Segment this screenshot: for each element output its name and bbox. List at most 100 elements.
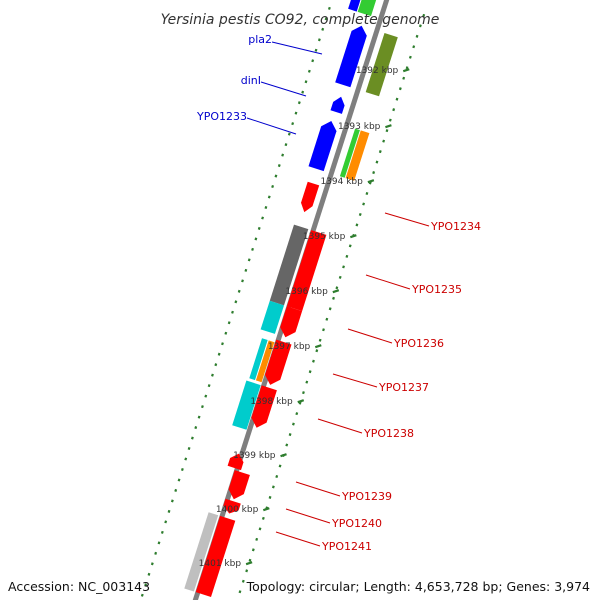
leader-line: [271, 41, 323, 55]
outer-tick-dot: [174, 488, 178, 492]
inner-tick-dot: [348, 244, 352, 248]
outer-tick-dot: [244, 268, 248, 272]
major-tick: [367, 179, 375, 184]
inner-tick-dot: [238, 590, 242, 594]
inner-tick-dot: [372, 171, 376, 175]
inner-tick-dot: [408, 55, 412, 59]
gene-label: YPO1235: [411, 283, 462, 296]
outer-tick-dot: [281, 153, 285, 157]
outer-tick-dot: [227, 321, 231, 325]
outer-tick-dot: [207, 384, 211, 388]
gene-feature: [339, 128, 360, 178]
outer-tick-dot: [140, 593, 144, 597]
gene-feature: [335, 25, 367, 88]
outer-tick-dot: [167, 509, 171, 513]
inner-tick-dot: [332, 296, 335, 300]
inner-tick-dot: [362, 202, 366, 206]
leader-line: [332, 373, 378, 388]
inner-tick-dot: [261, 516, 265, 520]
inner-tick-dot: [418, 24, 422, 28]
gene-label: YPO1234: [430, 220, 481, 233]
gene-feature: [330, 96, 345, 114]
outer-tick-dot: [190, 436, 194, 440]
outer-tick-dot: [254, 237, 258, 241]
outer-tick-dot: [180, 467, 184, 472]
gene-label: YPO1238: [363, 427, 414, 440]
inner-tick-dot: [355, 223, 359, 227]
outer-tick-dot: [237, 289, 241, 293]
inner-tick-dot: [288, 433, 292, 437]
gene-feature: [251, 385, 277, 428]
outer-tick-dot: [271, 184, 275, 189]
inner-tick-dot: [375, 160, 379, 164]
gene-feature: [348, 0, 361, 12]
tick-label: 1393 kbp: [338, 122, 381, 132]
gene-feature: [280, 306, 303, 338]
inner-tick-dot: [402, 76, 406, 80]
major-tick: [314, 344, 322, 349]
inner-tick-dot: [415, 34, 419, 38]
inner-tick-dot: [248, 558, 252, 562]
leader-line: [347, 328, 393, 344]
outer-tick-dot: [327, 6, 331, 10]
major-tick: [262, 507, 270, 512]
outer-tick-dot: [147, 572, 151, 576]
outer-tick-dot: [251, 247, 254, 251]
outer-tick-dot: [241, 279, 244, 283]
outer-tick-dot: [224, 331, 228, 335]
inner-tick-dots: [238, 13, 426, 594]
topology-text: Topology: circular; Length: 4,653,728 bp…: [246, 579, 590, 594]
gene-feature: [308, 121, 337, 172]
major-tick: [349, 234, 357, 239]
outer-tick-dot: [264, 205, 268, 210]
gene-feature: [255, 340, 275, 383]
gene-feature: [232, 380, 261, 430]
gene-label: YPO1233: [196, 110, 247, 123]
outer-tick-dot: [304, 80, 308, 84]
major-tick: [280, 453, 287, 458]
gene-feature: [357, 0, 377, 17]
tick-label: 1395 kbp: [303, 232, 346, 242]
outer-tick-dot: [221, 342, 224, 346]
inner-tick-dot: [318, 338, 322, 342]
gene-feature: [345, 130, 370, 181]
outer-tick-dot: [231, 310, 234, 314]
outer-tick-dot: [217, 352, 221, 356]
inner-tick-dot: [241, 579, 245, 583]
tick-label: 1401 kbp: [199, 559, 242, 569]
inner-tick-dot: [422, 13, 426, 17]
outer-tick-dot: [154, 551, 158, 555]
gene-label: YPO1241: [321, 540, 372, 553]
inner-tick-dot: [278, 464, 282, 468]
gene-label: YPO1236: [393, 337, 444, 350]
inner-tick-dot: [365, 191, 369, 196]
inner-tick-dot: [358, 212, 362, 216]
leader-line: [260, 81, 307, 97]
inner-tick-dot: [258, 527, 262, 531]
outer-tick-dot: [247, 258, 251, 262]
gene-label: pla2: [248, 33, 272, 46]
inner-tick-dot: [395, 97, 399, 101]
inner-tick-dot: [382, 139, 386, 143]
outer-tick-dot: [214, 363, 218, 367]
leader-line: [275, 531, 321, 547]
label-leader-lines: [246, 41, 430, 547]
gene-label: YPO1240: [331, 517, 382, 530]
outer-tick-dot: [291, 122, 295, 126]
outer-tick-dot: [274, 174, 278, 178]
outer-tick-dot: [150, 562, 154, 566]
outer-tick-dot: [314, 48, 318, 52]
outer-tick-dot: [170, 499, 174, 503]
inner-tick-dot: [398, 87, 402, 91]
inner-tick-dot: [285, 443, 289, 447]
outer-tick-dot: [307, 69, 311, 73]
outer-tick-dot: [184, 457, 188, 461]
inner-tick-dot: [292, 422, 295, 426]
inner-tick-dot: [302, 391, 305, 395]
major-tick: [245, 561, 253, 566]
outer-tick-dot: [211, 373, 214, 377]
gene-feature: [228, 470, 250, 500]
inner-tick-dot: [345, 254, 349, 258]
inner-tick-dot: [322, 328, 325, 332]
outer-tick-dot: [317, 38, 321, 42]
